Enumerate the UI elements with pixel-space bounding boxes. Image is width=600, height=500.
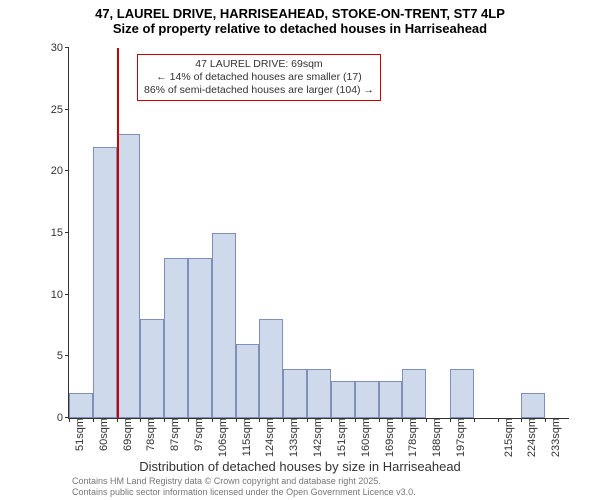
histogram-bar <box>379 381 403 418</box>
y-tick-label: 10 <box>51 289 69 301</box>
y-tick-label: 25 <box>51 104 69 116</box>
histogram-bar <box>236 344 260 418</box>
x-tick-label: 87sqm <box>163 418 181 451</box>
y-tick-label: 15 <box>51 227 69 239</box>
histogram-bar <box>331 381 355 418</box>
x-tick-label: 78sqm <box>139 418 157 451</box>
histogram-bar <box>355 381 379 418</box>
y-tick-mark <box>65 355 69 356</box>
x-tick-label: 188sqm <box>425 418 443 457</box>
y-tick-label: 5 <box>57 350 69 362</box>
plot-area: 05101520253051sqm60sqm69sqm78sqm87sqm97s… <box>68 48 569 419</box>
x-tick-label: 60sqm <box>92 418 110 451</box>
y-tick-mark <box>65 170 69 171</box>
histogram-bar <box>188 258 212 418</box>
histogram-bar <box>402 369 426 418</box>
y-tick-mark <box>65 232 69 233</box>
annotation-line-3: 86% of semi-detached houses are larger (… <box>144 84 374 97</box>
x-tick-label: 215sqm <box>497 418 515 457</box>
y-tick-label: 30 <box>51 42 69 54</box>
x-tick-label: 160sqm <box>354 418 372 457</box>
histogram-bar <box>307 369 331 418</box>
histogram-bar <box>283 369 307 418</box>
x-tick-label: 224sqm <box>520 418 538 457</box>
reference-marker-line <box>117 48 119 418</box>
y-tick-mark <box>65 294 69 295</box>
x-tick-mark <box>474 418 475 422</box>
histogram-bar <box>521 393 545 418</box>
x-tick-label: 124sqm <box>258 418 276 457</box>
chart-container: 47, LAUREL DRIVE, HARRISEAHEAD, STOKE-ON… <box>0 0 600 500</box>
histogram-bar <box>117 134 141 418</box>
histogram-bar <box>140 319 164 418</box>
histogram-bar <box>69 393 93 418</box>
annotation-callout: 47 LAUREL DRIVE: 69sqm ← 14% of detached… <box>137 54 381 101</box>
x-tick-label: 106sqm <box>211 418 229 457</box>
histogram-bar <box>259 319 283 418</box>
chart-caption: Contains HM Land Registry data © Crown c… <box>72 476 416 498</box>
x-tick-label: 169sqm <box>378 418 396 457</box>
x-tick-label: 97sqm <box>187 418 205 451</box>
x-tick-label: 151sqm <box>330 418 348 457</box>
chart-title-line1: 47, LAUREL DRIVE, HARRISEAHEAD, STOKE-ON… <box>0 0 600 21</box>
y-tick-mark <box>65 109 69 110</box>
annotation-line-1: 47 LAUREL DRIVE: 69sqm <box>144 58 374 71</box>
x-tick-label: 115sqm <box>235 418 253 456</box>
x-tick-label: 197sqm <box>449 418 467 457</box>
x-tick-label: 178sqm <box>401 418 419 457</box>
histogram-bar <box>93 147 117 418</box>
x-tick-label: 142sqm <box>306 418 324 457</box>
caption-line-2: Contains public sector information licen… <box>72 487 416 498</box>
caption-line-1: Contains HM Land Registry data © Crown c… <box>72 476 416 487</box>
histogram-bar <box>164 258 188 418</box>
histogram-bar <box>450 369 474 418</box>
x-tick-label: 69sqm <box>116 418 134 451</box>
annotation-line-2: ← 14% of detached houses are smaller (17… <box>144 71 374 84</box>
x-tick-label: 51sqm <box>68 418 86 451</box>
chart-title-line2: Size of property relative to detached ho… <box>0 21 600 38</box>
histogram-bar <box>212 233 236 418</box>
y-tick-label: 20 <box>51 165 69 177</box>
x-tick-label: 233sqm <box>544 418 562 457</box>
x-tick-label: 133sqm <box>282 418 300 457</box>
x-axis-label: Distribution of detached houses by size … <box>0 459 600 474</box>
y-tick-mark <box>65 47 69 48</box>
